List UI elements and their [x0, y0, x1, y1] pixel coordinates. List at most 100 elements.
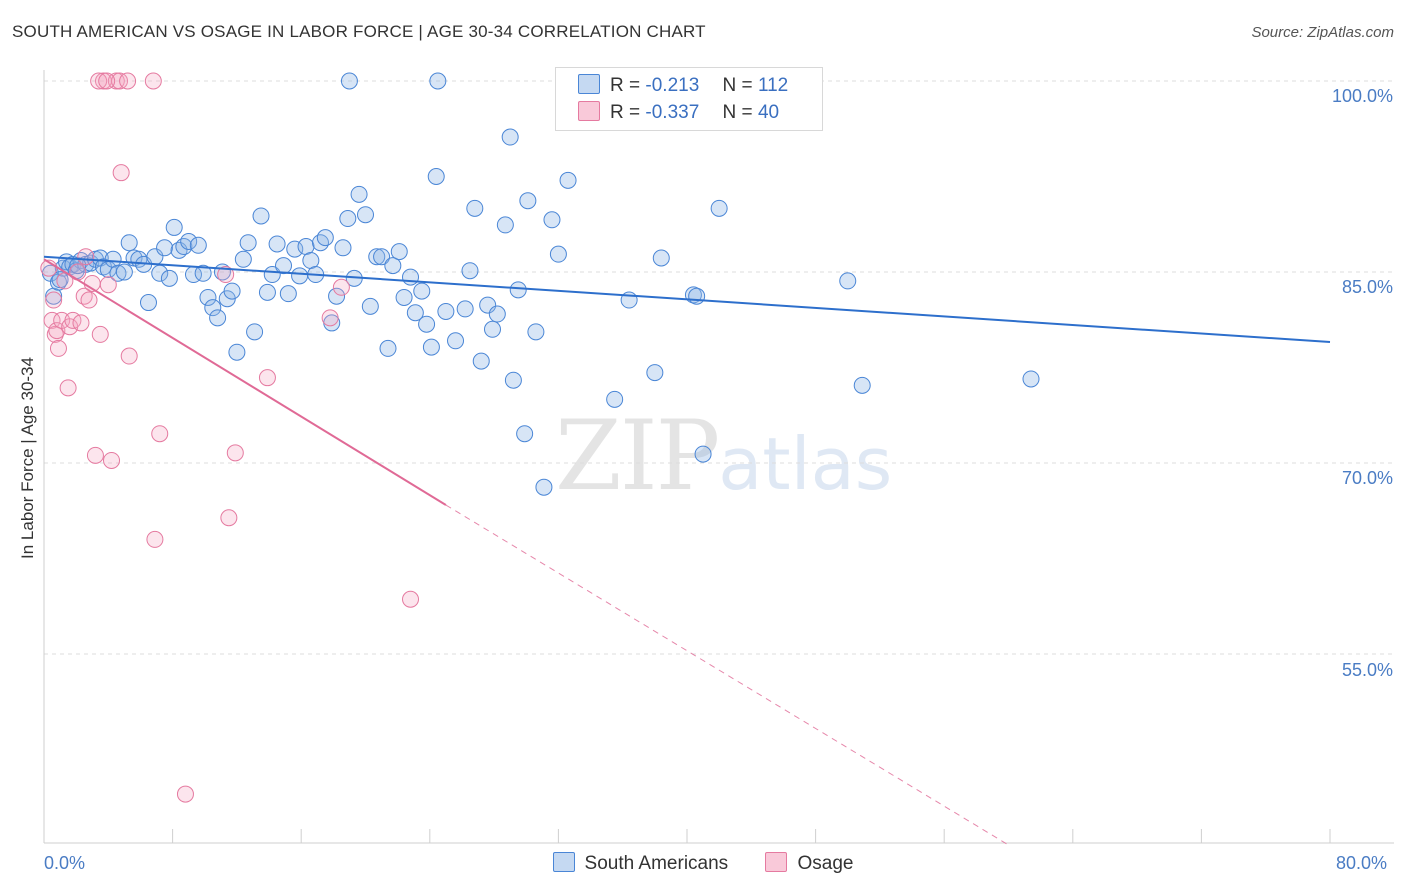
- south-american-point: [234, 250, 252, 268]
- osage-point: [112, 164, 130, 182]
- south-american-point: [339, 210, 357, 228]
- osage-point: [119, 72, 137, 90]
- south-american-point: [160, 269, 178, 287]
- osage-point: [72, 314, 90, 332]
- south-american-point: [390, 243, 408, 261]
- south-american-point: [279, 285, 297, 303]
- south-american-point: [406, 304, 424, 322]
- south-american-point: [223, 282, 241, 300]
- osage-trendline-extension: [445, 504, 1009, 846]
- south-american-point: [1022, 370, 1040, 388]
- south-american-point: [115, 263, 133, 281]
- osage-point: [91, 325, 109, 343]
- legend-item-south-americans[interactable]: South Americans: [552, 852, 729, 875]
- osage-point: [99, 276, 117, 294]
- south-american-point: [239, 234, 257, 252]
- osage-point: [49, 339, 67, 357]
- south-american-point: [606, 390, 624, 408]
- south-american-point: [361, 297, 379, 315]
- south-american-point: [291, 267, 309, 285]
- south-american-point: [258, 283, 276, 301]
- south-american-point: [368, 248, 386, 266]
- osage-point: [80, 291, 98, 309]
- legend-label-osage: Osage: [797, 853, 854, 874]
- south-american-point: [316, 229, 334, 247]
- legend-swatch-pink: [765, 852, 788, 872]
- south-american-point: [427, 168, 445, 185]
- south-american-point: [479, 296, 497, 314]
- south-american-point: [646, 364, 664, 382]
- osage-point: [321, 309, 339, 327]
- south-american-point: [402, 268, 420, 286]
- south-american-point: [268, 235, 286, 253]
- osage-point: [43, 311, 61, 329]
- south-american-point: [437, 302, 455, 320]
- south-american-point: [311, 234, 329, 252]
- legend-label-south-americans: South Americans: [584, 853, 729, 874]
- osage-point: [86, 446, 104, 464]
- south-american-point: [373, 248, 391, 266]
- south-american-point: [466, 199, 484, 217]
- south-american-point: [350, 185, 368, 203]
- south-american-point: [472, 352, 490, 370]
- legend-item-osage[interactable]: Osage: [765, 852, 853, 875]
- watermark-zip: ZIP: [555, 400, 720, 512]
- legend-row-osage: R = -0.337 N = 40: [578, 101, 779, 127]
- south-american-point: [379, 339, 397, 357]
- x-tick-label-min: 0.0%: [44, 853, 86, 873]
- south-american-point: [456, 300, 474, 318]
- south-american-point: [189, 236, 207, 254]
- legend-n-value-1: 112: [757, 75, 789, 96]
- y-tick-label-85: 85.0%: [1341, 277, 1393, 297]
- south-american-point: [328, 287, 346, 305]
- south-american-point: [340, 72, 358, 90]
- south-american-point: [180, 232, 198, 250]
- y-tick-label-100: 100.0%: [1331, 86, 1393, 106]
- osage-point: [144, 72, 162, 90]
- south-american-point: [543, 211, 561, 229]
- south-american-point: [109, 264, 127, 282]
- south-american-point: [199, 288, 217, 306]
- south-american-point: [120, 234, 138, 252]
- x-tick-label-max: 80.0%: [1336, 853, 1388, 873]
- south-american-point: [694, 445, 712, 463]
- osage-point: [220, 509, 238, 527]
- series-legend: South Americans Osage: [0, 852, 1406, 875]
- legend-n-label: N =: [722, 102, 753, 123]
- osage-point: [217, 266, 235, 284]
- watermark: ZIPatlas: [555, 400, 892, 512]
- legend-r-label: R =: [610, 75, 641, 96]
- south-american-point: [501, 128, 519, 146]
- south-american-point: [384, 257, 402, 275]
- legend-r-value-1: -0.213: [645, 75, 700, 96]
- osage-point: [402, 590, 420, 608]
- y-tick-label-55: 55.0%: [1341, 660, 1393, 680]
- osage-point: [45, 291, 63, 309]
- watermark-atlas: atlas: [718, 422, 893, 506]
- osage-point: [120, 347, 138, 365]
- south-american-point: [275, 257, 293, 275]
- south-american-point: [839, 272, 857, 290]
- south-american-point: [504, 371, 522, 389]
- south-american-point: [519, 192, 537, 210]
- south-american-point: [509, 281, 527, 299]
- osage-point: [48, 322, 66, 340]
- south-american-point: [483, 320, 501, 338]
- south-american-point: [357, 206, 374, 224]
- south-american-point: [447, 332, 465, 350]
- legend-swatch-pink: [578, 101, 600, 121]
- osage-point: [226, 444, 244, 462]
- south-american-point: [175, 238, 193, 256]
- south-american-point: [286, 240, 304, 258]
- legend-swatch-blue: [578, 74, 600, 94]
- chart-source: Source: ZipAtlas.com: [1251, 24, 1394, 41]
- south-american-point: [652, 249, 670, 267]
- south-american-point: [165, 218, 183, 236]
- south-american-point: [853, 376, 871, 394]
- y-axis-label: In Labor Force | Age 30-34: [18, 357, 37, 559]
- south-american-point: [516, 425, 534, 443]
- south-american-point: [559, 171, 577, 189]
- osage-trendline: [43, 258, 447, 506]
- south-american-point: [461, 262, 479, 280]
- south-american-point: [246, 323, 264, 341]
